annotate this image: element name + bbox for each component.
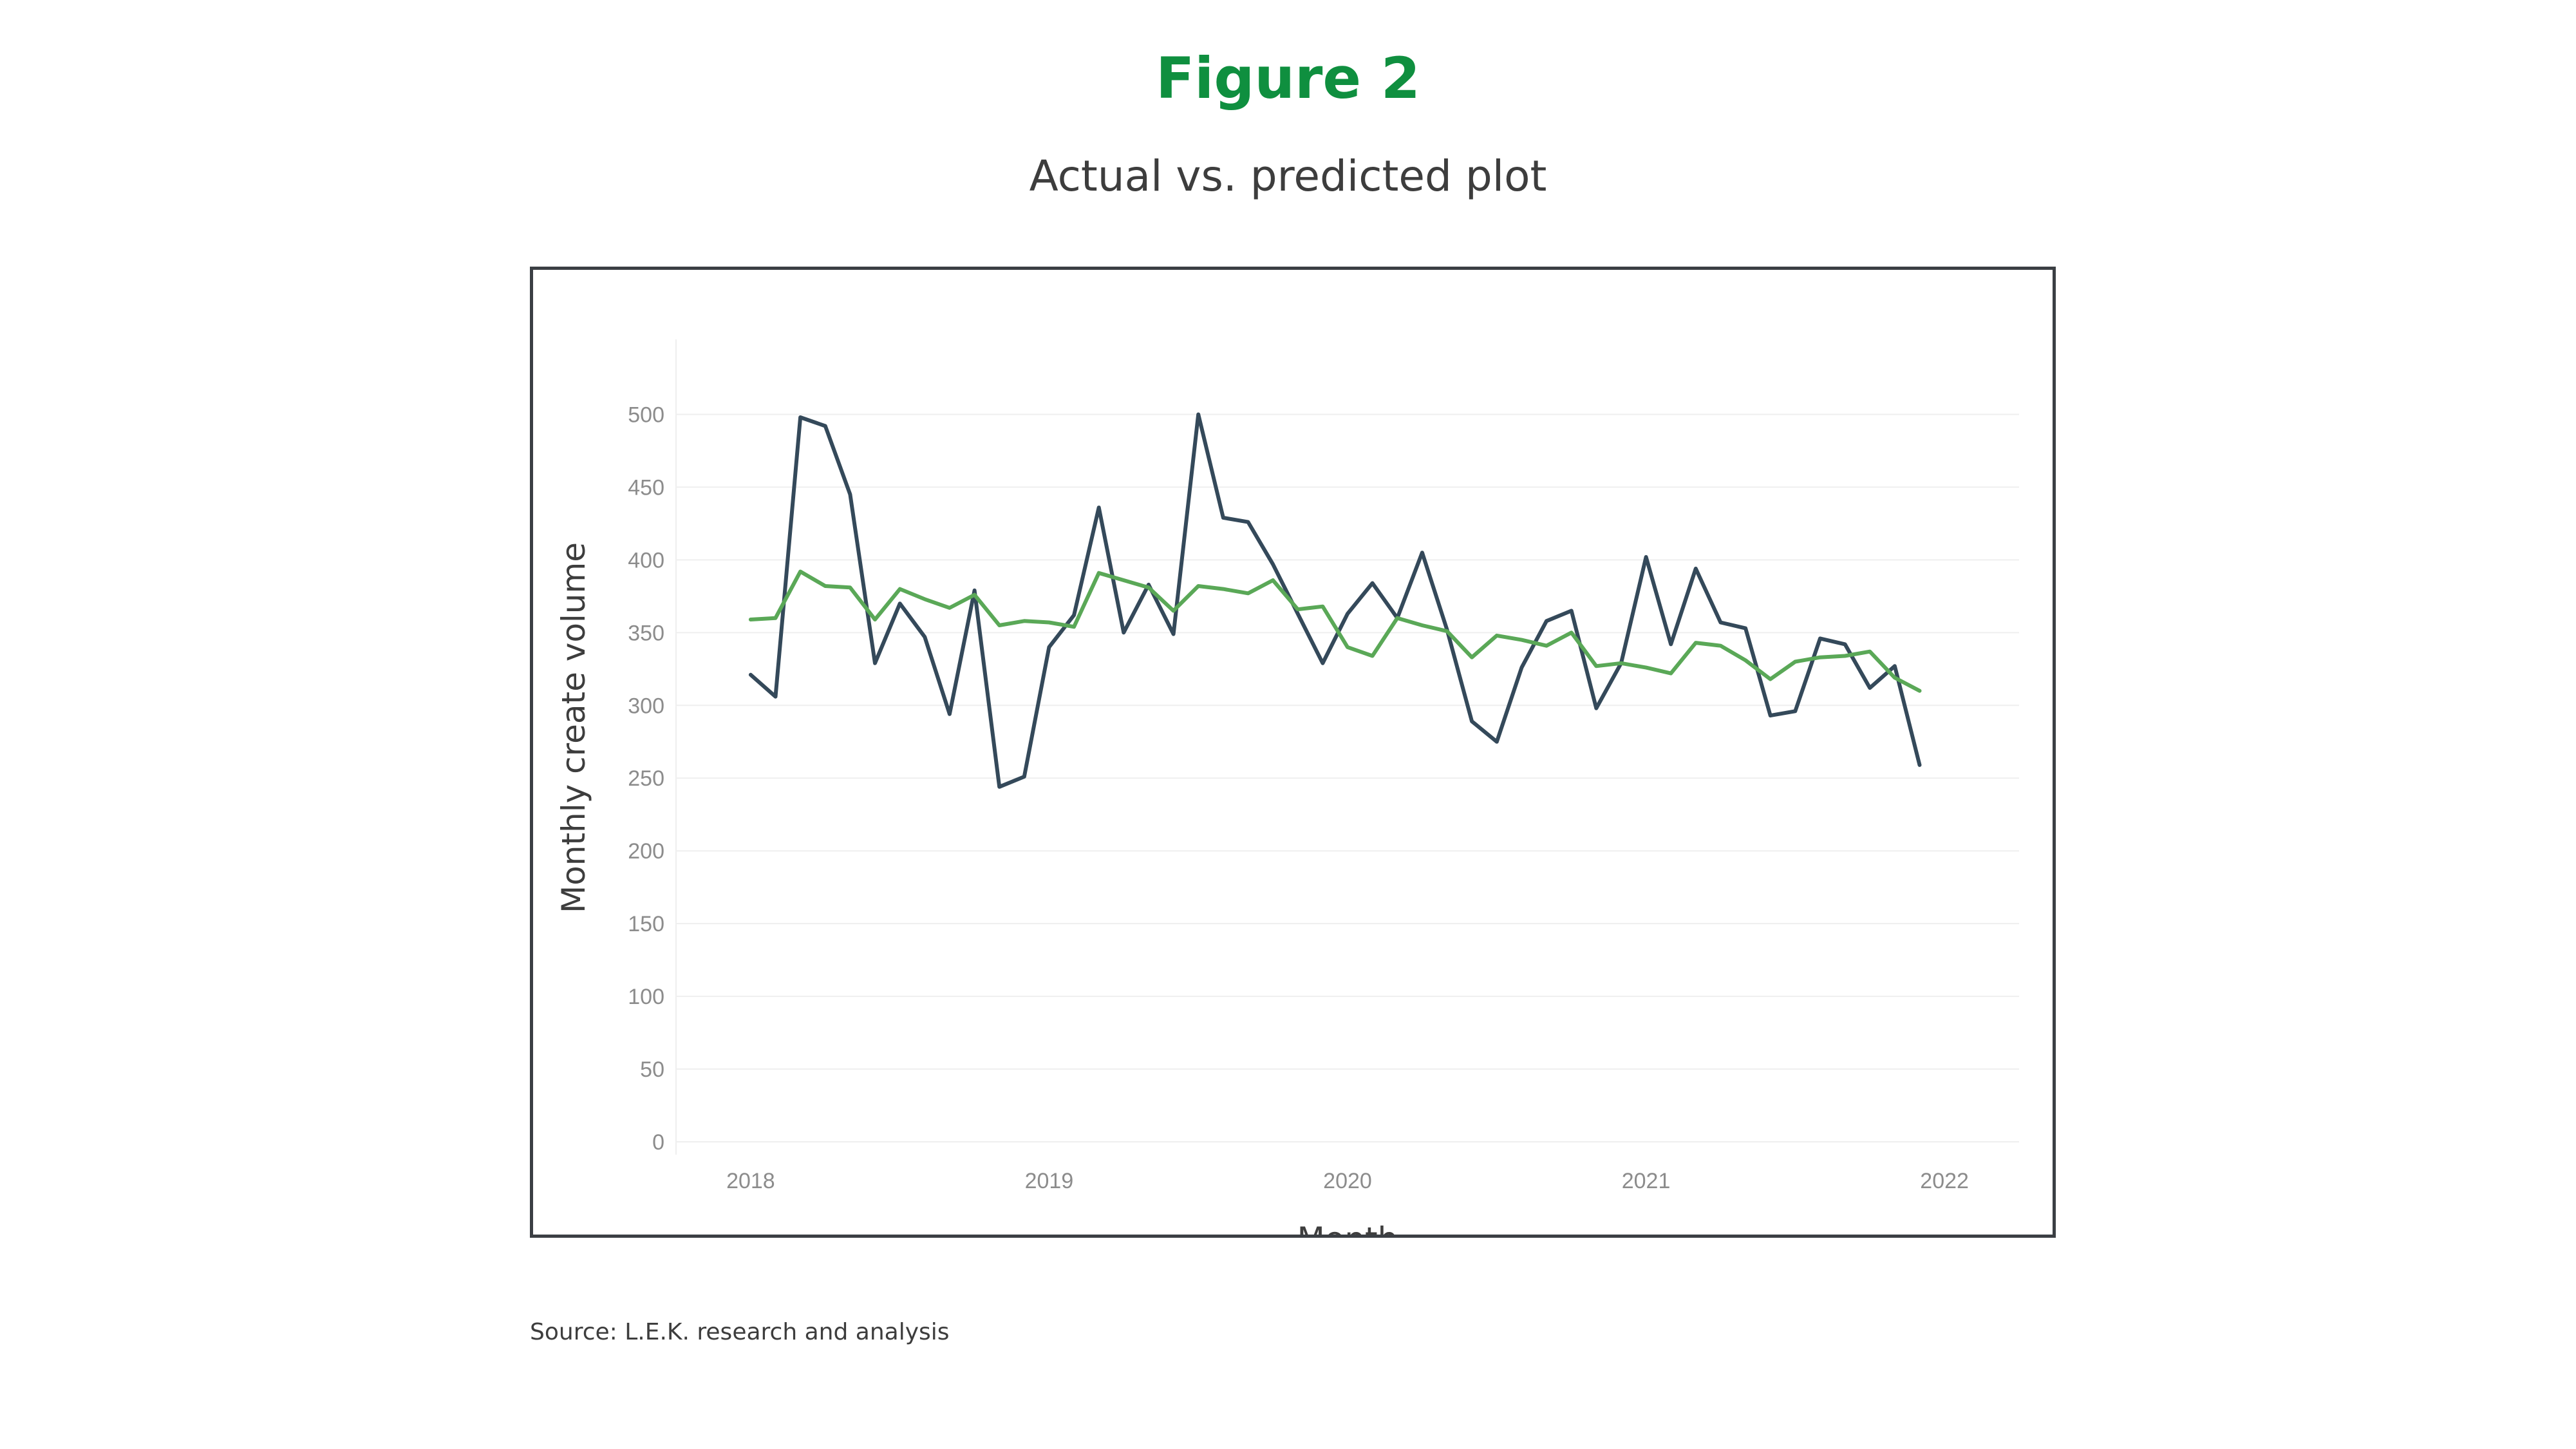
y-tick-labels: 0 50 100 150 200 250 300 350 400 450 500: [628, 402, 664, 1155]
y-tick-label: 100: [628, 985, 664, 1009]
y-tick-label: 150: [628, 912, 664, 936]
y-tick-label: 350: [628, 621, 664, 645]
x-tick-label: 2018: [726, 1169, 775, 1193]
x-tick-labels: 2018 2019 2020 2021 2022: [726, 1169, 1969, 1193]
x-axis-title: Month: [1297, 1220, 1398, 1235]
figure-title: Figure 2: [1156, 45, 1420, 111]
y-axis-title: Monthly create volume: [555, 542, 592, 913]
y-tick-label: 50: [640, 1057, 664, 1082]
x-tick-label: 2021: [1622, 1169, 1671, 1193]
gridlines: [675, 339, 2019, 1155]
series-line-green: [748, 569, 1922, 693]
y-tick-label: 400: [628, 548, 664, 573]
x-tick-label: 2020: [1323, 1169, 1372, 1193]
y-tick-label: 200: [628, 839, 664, 864]
y-tick-label: 0: [652, 1130, 664, 1155]
series-lines: [748, 412, 1922, 789]
series-line-dark: [748, 412, 1922, 789]
y-tick-label: 500: [628, 402, 664, 427]
y-tick-label: 250: [628, 766, 664, 791]
source-note: Source: L.E.K. research and analysis: [530, 1319, 950, 1345]
x-tick-label: 2019: [1025, 1169, 1074, 1193]
y-tick-label: 300: [628, 694, 664, 718]
y-tick-label: 450: [628, 475, 664, 500]
figure-subtitle: Actual vs. predicted plot: [1029, 151, 1547, 201]
x-tick-label: 2022: [1920, 1169, 1969, 1193]
chart-frame: 0 50 100 150 200 250 300 350 400 450 500 2018 2019 2…: [530, 267, 2056, 1238]
